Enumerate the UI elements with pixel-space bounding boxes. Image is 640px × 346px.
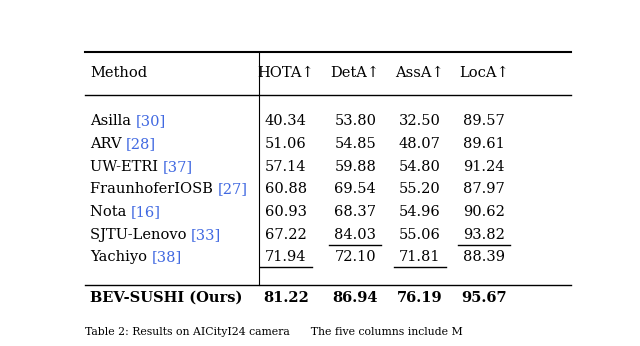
- Text: 67.22: 67.22: [265, 228, 307, 242]
- Text: [27]: [27]: [218, 182, 248, 197]
- Text: 60.93: 60.93: [265, 205, 307, 219]
- Text: [28]: [28]: [126, 137, 156, 151]
- Text: BEV-SUSHI (Ours): BEV-SUSHI (Ours): [90, 291, 243, 305]
- Text: 90.62: 90.62: [463, 205, 505, 219]
- Text: 88.39: 88.39: [463, 250, 505, 264]
- Text: 59.88: 59.88: [334, 160, 376, 174]
- Text: [38]: [38]: [152, 250, 182, 264]
- Text: LocA↑: LocA↑: [460, 66, 509, 81]
- Text: 72.10: 72.10: [335, 250, 376, 264]
- Text: 84.03: 84.03: [334, 228, 376, 242]
- Text: Nota: Nota: [90, 205, 131, 219]
- Text: Table 2: Results on AICityI24 camera      The five columns include M: Table 2: Results on AICityI24 camera The…: [85, 327, 463, 337]
- Text: 76.19: 76.19: [397, 291, 443, 305]
- Text: 48.07: 48.07: [399, 137, 441, 151]
- Text: AssA↑: AssA↑: [396, 66, 444, 81]
- Text: UW-ETRI: UW-ETRI: [90, 160, 163, 174]
- Text: 53.80: 53.80: [334, 115, 376, 128]
- Text: 91.24: 91.24: [463, 160, 505, 174]
- Text: 40.34: 40.34: [265, 115, 307, 128]
- Text: 71.94: 71.94: [265, 250, 307, 264]
- Text: 89.61: 89.61: [463, 137, 505, 151]
- Text: 95.67: 95.67: [461, 291, 507, 305]
- Text: HOTA↑: HOTA↑: [257, 66, 314, 81]
- Text: DetA↑: DetA↑: [331, 66, 380, 81]
- Text: [33]: [33]: [191, 228, 221, 242]
- Text: ARV: ARV: [90, 137, 126, 151]
- Text: [16]: [16]: [131, 205, 161, 219]
- Text: 54.80: 54.80: [399, 160, 441, 174]
- Text: 71.81: 71.81: [399, 250, 440, 264]
- Text: 32.50: 32.50: [399, 115, 441, 128]
- Text: 81.22: 81.22: [263, 291, 308, 305]
- Text: FraunhoferIOSB: FraunhoferIOSB: [90, 182, 218, 197]
- Text: Yachiyo: Yachiyo: [90, 250, 152, 264]
- Text: 86.94: 86.94: [333, 291, 378, 305]
- Text: 60.88: 60.88: [265, 182, 307, 197]
- Text: SJTU-Lenovo: SJTU-Lenovo: [90, 228, 191, 242]
- Text: 93.82: 93.82: [463, 228, 505, 242]
- Text: [37]: [37]: [163, 160, 193, 174]
- Text: 89.57: 89.57: [463, 115, 505, 128]
- Text: 51.06: 51.06: [265, 137, 307, 151]
- Text: 54.85: 54.85: [335, 137, 376, 151]
- Text: 55.20: 55.20: [399, 182, 440, 197]
- Text: 55.06: 55.06: [399, 228, 441, 242]
- Text: 68.37: 68.37: [334, 205, 376, 219]
- Text: [30]: [30]: [136, 115, 166, 128]
- Text: 54.96: 54.96: [399, 205, 440, 219]
- Text: 69.54: 69.54: [335, 182, 376, 197]
- Text: Asilla: Asilla: [90, 115, 136, 128]
- Text: Method: Method: [90, 66, 147, 81]
- Text: 87.97: 87.97: [463, 182, 505, 197]
- Text: 57.14: 57.14: [265, 160, 307, 174]
